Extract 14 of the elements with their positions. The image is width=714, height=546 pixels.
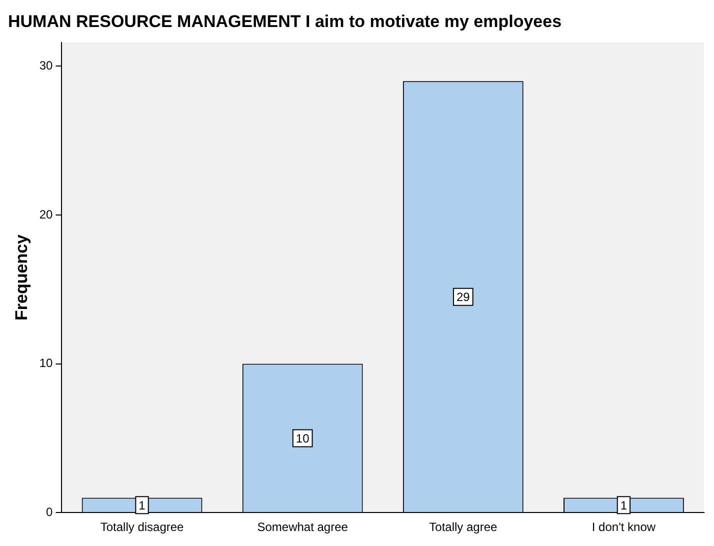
data-label: 1 (620, 498, 628, 512)
x-tick-label: I don't know (592, 520, 656, 534)
chart-title: HUMAN RESOURCE MANAGEMENT I aim to motivate my employees (8, 12, 562, 31)
x-tick-label: Totally disagree (100, 520, 184, 534)
y-tick-label: 30 (39, 58, 54, 73)
data-label: 10 (296, 432, 310, 446)
x-tick-label: Somewhat agree (257, 520, 348, 534)
y-tick-label: 0 (46, 504, 54, 519)
y-tick-label: 20 (39, 207, 54, 222)
data-label: 29 (456, 290, 470, 304)
data-label: 1 (138, 498, 146, 512)
y-tick-label: 10 (39, 356, 54, 370)
x-tick-label: Totally agree (429, 520, 498, 534)
y-axis-title: Frequency (12, 234, 31, 320)
